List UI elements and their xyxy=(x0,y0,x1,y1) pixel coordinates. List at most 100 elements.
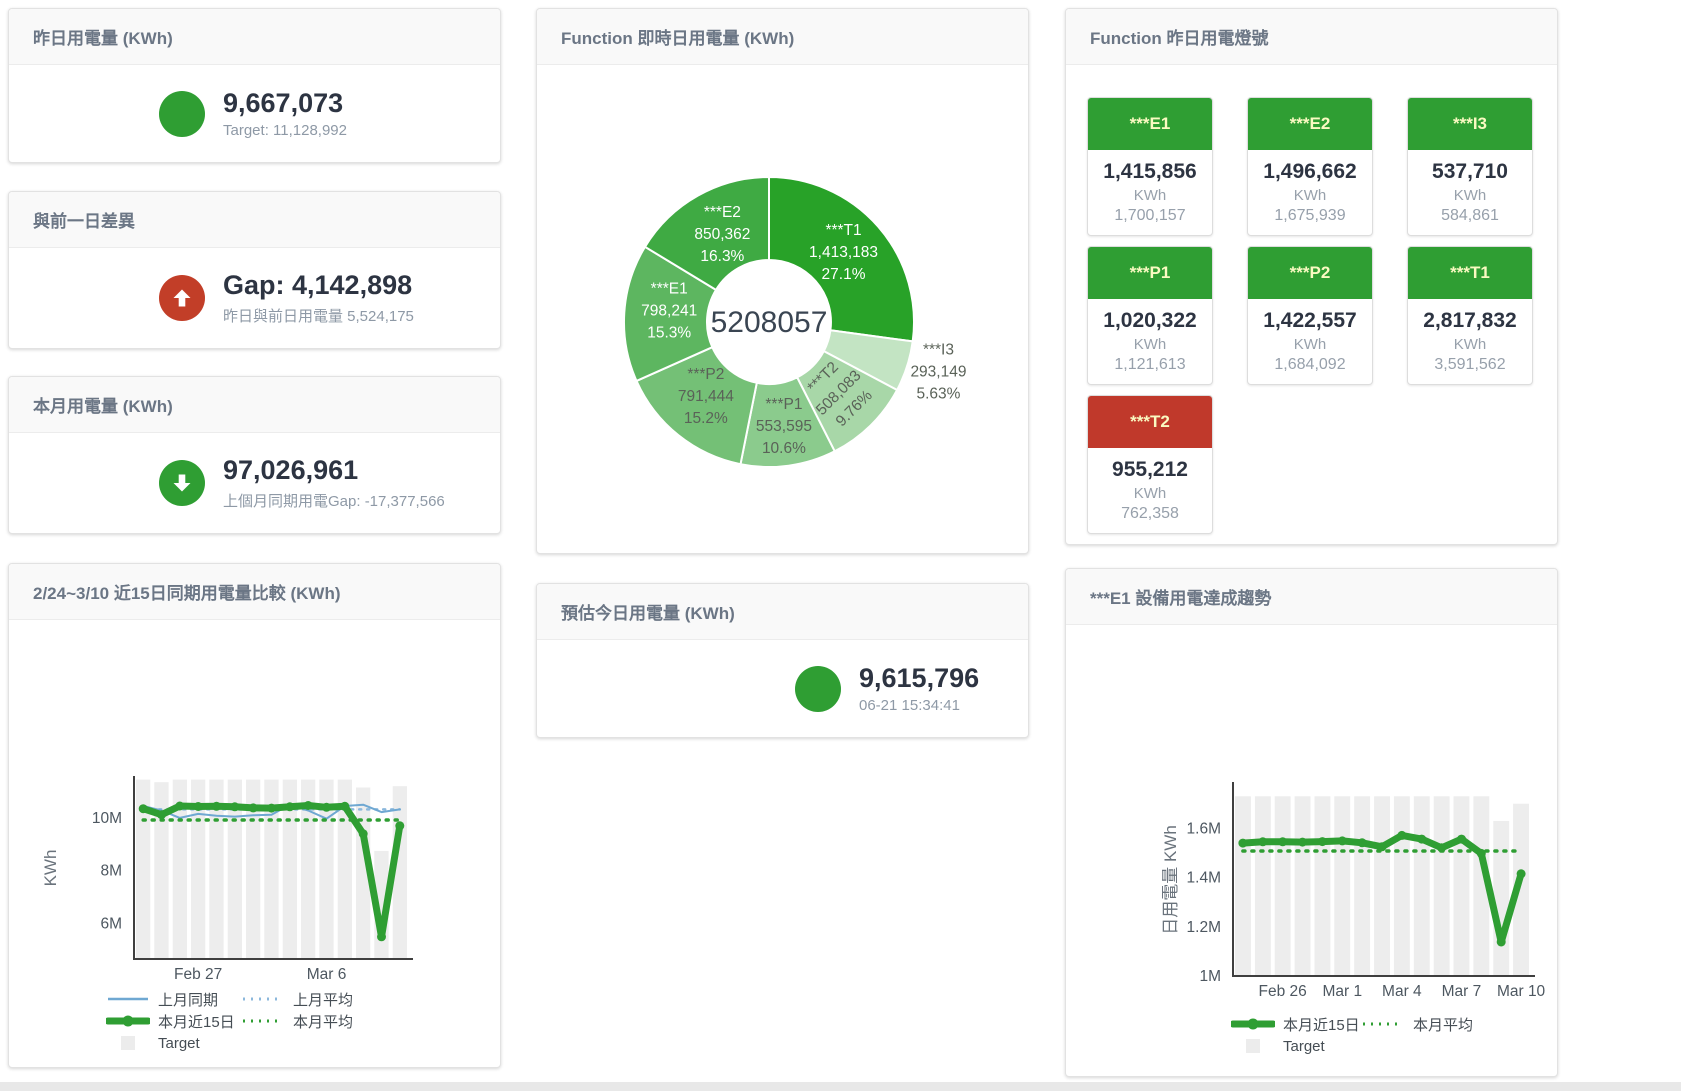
this-month-line-marker[interactable] xyxy=(1496,937,1506,947)
stat-row: Gap: 4,142,898 昨日與前日用電量 5,524,175 xyxy=(9,248,500,348)
light-tile-P1: ***P1 1,020,322 KWh 1,121,613 xyxy=(1087,246,1213,385)
target-bar[interactable] xyxy=(1314,796,1331,976)
legend-swatch-dash-icon xyxy=(1363,1022,1403,1026)
target-bar[interactable] xyxy=(337,779,352,959)
target-bar[interactable] xyxy=(282,779,297,959)
this-month-line-marker[interactable] xyxy=(322,802,331,812)
legend-swatch-dash-icon xyxy=(243,1019,283,1023)
legend-item-prev-month-line[interactable]: 上月同期 xyxy=(106,989,241,1010)
this-month-line-marker[interactable] xyxy=(1298,837,1307,847)
tile-target-value: 1,121,613 xyxy=(1114,356,1186,373)
this-month-line-marker[interactable] xyxy=(193,802,203,811)
target-bar[interactable] xyxy=(1433,796,1450,976)
card-body: 97,026,961 上個月同期用電Gap: -17,377,566 xyxy=(9,433,500,533)
target-bar[interactable] xyxy=(1393,796,1410,976)
target-bar[interactable] xyxy=(1334,796,1351,976)
target-bar[interactable] xyxy=(1473,796,1490,976)
stat-text: 9,615,796 06-21 15:34:41 xyxy=(859,663,979,714)
legend-item-this-month-avg[interactable]: 本月平均 xyxy=(241,1011,353,1032)
legend-item-this-month-line[interactable]: 本月近15日 xyxy=(106,1011,241,1032)
card-header: 昨日用電量 (KWh) xyxy=(9,9,500,65)
this-month-line-marker[interactable] xyxy=(285,802,295,812)
legend-row: 上月同期 上月平均 xyxy=(106,988,353,1010)
target-bar[interactable] xyxy=(1453,796,1470,976)
this-month-line-marker[interactable] xyxy=(377,932,386,942)
legend-item-this-month-avg[interactable]: 本月平均 xyxy=(1361,1014,1473,1035)
target-bar[interactable] xyxy=(301,779,316,959)
this-month-line-marker[interactable] xyxy=(1337,836,1347,846)
card-month-usage: 本月用電量 (KWh) 97,026,961 上個月同期用電Gap: -17,3… xyxy=(8,376,501,534)
tile-unit: KWh xyxy=(1133,336,1167,353)
this-month-line-marker[interactable] xyxy=(1476,848,1486,858)
target-bar[interactable] xyxy=(1413,796,1430,976)
legend-item-target[interactable]: Target xyxy=(106,1035,241,1052)
prev-month-line[interactable] xyxy=(142,803,401,820)
this-month-line-marker[interactable] xyxy=(157,810,166,820)
card-header: 2/24~3/10 近15日同期用電量比較 (KWh) xyxy=(9,564,500,620)
this-month-line-marker[interactable] xyxy=(175,801,185,811)
legend-item-this-month-line[interactable]: 本月近15日 xyxy=(1231,1014,1361,1035)
tile-status-header-red: ***T2 xyxy=(1088,396,1212,448)
this-month-line-marker[interactable] xyxy=(248,803,258,813)
target-bar[interactable] xyxy=(191,779,206,959)
tile-status-header-green: ***P2 xyxy=(1248,247,1372,299)
this-month-line-marker[interactable] xyxy=(1258,837,1268,847)
stat-value: 9,667,073 xyxy=(223,87,344,118)
this-month-line-marker[interactable] xyxy=(1238,838,1248,848)
this-month-line-marker[interactable] xyxy=(1516,869,1526,879)
card-title: Function 昨日用電燈號 xyxy=(1090,29,1269,48)
this-month-line-marker[interactable] xyxy=(138,804,148,814)
this-month-line-marker[interactable] xyxy=(1417,834,1427,844)
target-bar[interactable] xyxy=(1513,803,1529,976)
this-month-line-marker[interactable] xyxy=(1377,842,1387,852)
this-month-line-marker[interactable] xyxy=(1317,837,1327,847)
target-bar[interactable] xyxy=(1254,796,1271,976)
donut-slice-T1[interactable] xyxy=(768,176,916,343)
stat-subtitle: 06-21 15:34:41 xyxy=(859,697,960,715)
target-bar[interactable] xyxy=(246,779,261,959)
this-month-line-marker[interactable] xyxy=(1457,834,1466,844)
target-bar[interactable] xyxy=(154,782,169,959)
donut-slice-E2[interactable] xyxy=(644,176,770,291)
target-bar[interactable] xyxy=(1354,796,1371,976)
target-bar[interactable] xyxy=(209,779,224,959)
target-bar[interactable] xyxy=(136,779,151,959)
target-bar[interactable] xyxy=(1374,796,1390,976)
target-bar[interactable] xyxy=(172,779,187,959)
light-tile-I3: ***I3 537,710 KWh 584,861 xyxy=(1407,97,1533,236)
this-month-line-marker[interactable] xyxy=(340,801,350,811)
card-title: ***E1 設備用電達成趨勢 xyxy=(1090,589,1272,608)
this-month-line-marker[interactable] xyxy=(230,802,240,812)
target-bar[interactable] xyxy=(319,779,334,959)
target-bar[interactable] xyxy=(1235,796,1251,976)
y-tick-label: 10M xyxy=(92,810,122,827)
tile-target-value: 1,684,092 xyxy=(1274,356,1346,373)
status-circle xyxy=(159,460,205,506)
this-month-line-marker[interactable] xyxy=(1397,830,1407,840)
target-bar[interactable] xyxy=(227,779,242,959)
card-header: Function 即時日用電量 (KWh) xyxy=(537,9,1028,65)
target-bar[interactable] xyxy=(1493,820,1510,976)
tile-target-value: 3,591,562 xyxy=(1434,356,1506,373)
this-month-line-marker[interactable] xyxy=(1437,843,1447,853)
tile-value: 1,020,322 xyxy=(1103,309,1197,332)
this-month-line-marker[interactable] xyxy=(267,803,276,813)
target-bar[interactable] xyxy=(1274,796,1291,976)
this-month-line-marker[interactable] xyxy=(1278,837,1288,847)
this-month-line-marker[interactable] xyxy=(1357,838,1367,848)
this-month-line-marker[interactable] xyxy=(358,829,368,839)
light-tile-E1: ***E1 1,415,856 KWh 1,700,157 xyxy=(1087,97,1213,236)
this-month-line-marker[interactable] xyxy=(212,801,221,811)
donut-svg: ***T1 1,413,183 27.1%***I3 293,149 5.63%***T… xyxy=(622,176,966,469)
this-month-line-marker[interactable] xyxy=(395,821,405,831)
light-tile-T2: ***T2 955,212 KWh 762,358 xyxy=(1087,395,1213,534)
legend-item-prev-month-avg[interactable]: 上月平均 xyxy=(241,989,353,1010)
target-bar[interactable] xyxy=(1294,796,1311,976)
target-bar[interactable] xyxy=(264,779,279,959)
donut-slice-label: ***T1 1,413,183 27.1% xyxy=(809,222,878,283)
donut-slice-label: ***I3 293,149 5.63% xyxy=(910,341,966,402)
legend-row: 本月近15日 本月平均 xyxy=(106,1010,353,1032)
legend-item-target[interactable]: Target xyxy=(1231,1038,1361,1055)
this-month-line-marker[interactable] xyxy=(303,801,313,810)
donut-slice-label: ***P2 791,444 15.2% xyxy=(678,366,734,427)
